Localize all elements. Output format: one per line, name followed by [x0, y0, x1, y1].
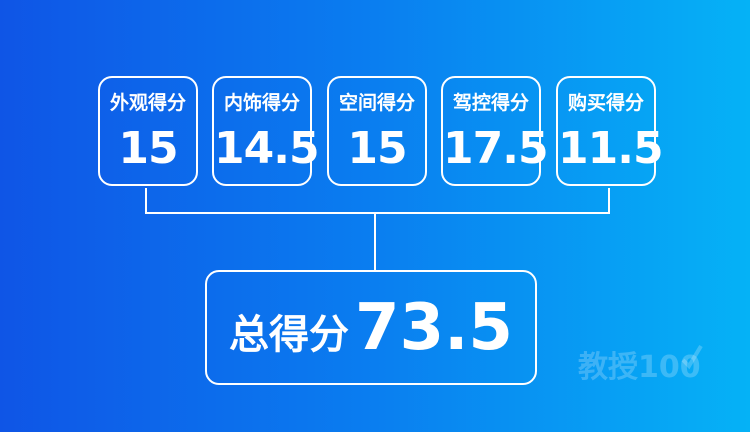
watermark-logo: 教授100 — [578, 342, 703, 386]
total-label: 总得分 — [229, 311, 350, 358]
connector-horizontal — [145, 212, 610, 214]
score-card-space: 空间得分 15 — [327, 76, 427, 186]
total-score-box: 总得分 73.5 — [205, 270, 537, 385]
watermark-text: 教授100 — [578, 350, 701, 385]
connector-vertical — [374, 212, 376, 270]
score-value: 11.5 — [558, 123, 664, 174]
score-card-handling: 驾控得分 17.5 — [441, 76, 549, 186]
check-icon — [681, 344, 703, 370]
score-card-purchase: 购买得分 11.5 — [556, 76, 664, 186]
score-label: 外观得分 — [109, 92, 186, 114]
score-value: 15 — [118, 123, 178, 174]
score-label: 内饰得分 — [223, 92, 300, 114]
score-value: 17.5 — [443, 123, 549, 174]
score-value: 15 — [347, 123, 407, 174]
score-label: 购买得分 — [567, 92, 644, 114]
score-card-interior: 内饰得分 14.5 — [212, 76, 320, 186]
score-value: 14.5 — [214, 123, 320, 174]
total-value: 73.5 — [355, 290, 513, 365]
score-label: 空间得分 — [338, 92, 415, 114]
connector-left — [145, 188, 147, 214]
score-card-exterior: 外观得分 15 — [98, 76, 198, 186]
score-label: 驾控得分 — [452, 92, 529, 114]
connector-right — [608, 188, 610, 214]
